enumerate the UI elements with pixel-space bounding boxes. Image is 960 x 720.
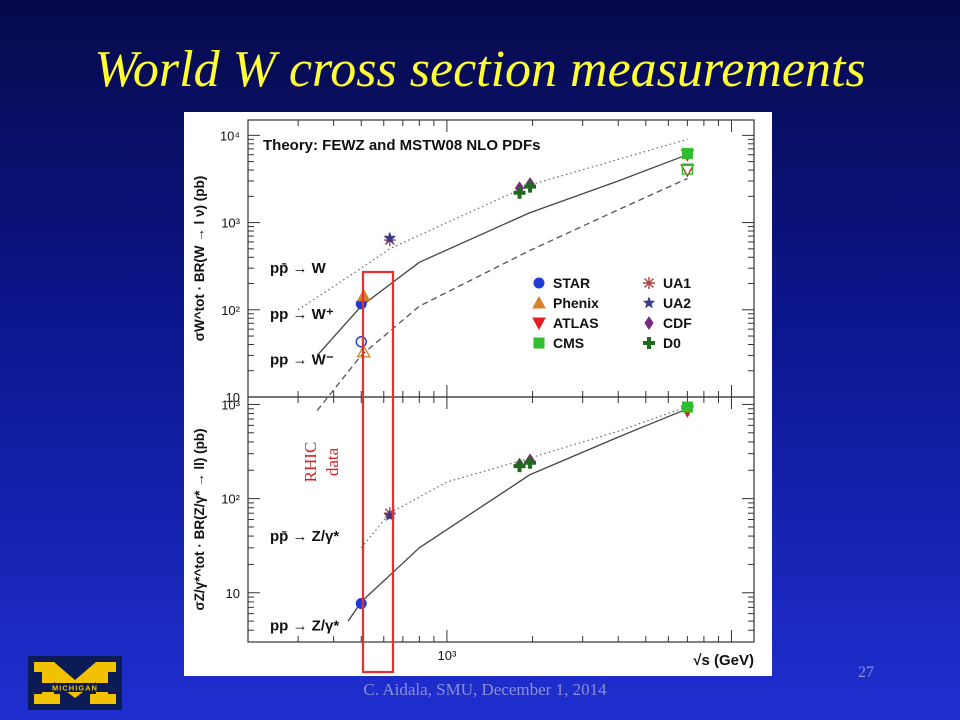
curve-label: pp̄ → Z/γ* <box>270 528 339 545</box>
theory-curve-solid <box>347 408 688 622</box>
y-tick-label: 10 <box>226 586 240 601</box>
rhic-annotation-line: data <box>323 447 342 476</box>
data-markers <box>355 147 695 609</box>
curve-label: pp → W⁺ <box>270 306 334 323</box>
legend-label-phenix: Phenix <box>553 295 599 311</box>
y-tick-label: 10² <box>221 303 240 318</box>
legend-marker-d0 <box>643 337 655 349</box>
legend-marker-ua2 <box>642 296 656 309</box>
y-axis-label: σW^tot · BR(W → l ν) (pb) <box>192 176 207 342</box>
legend-label-atlas: ATLAS <box>553 315 599 331</box>
data-point-cms <box>681 163 694 175</box>
curve-label: pp̄ → W <box>270 260 327 277</box>
data-point-d0 <box>524 180 537 193</box>
plot-frames <box>247 119 755 643</box>
y-tick-label: 10⁴ <box>220 128 240 143</box>
data-point-cms <box>681 147 693 159</box>
legend-marker-phenix <box>532 295 546 309</box>
chart-title: Theory: FEWZ and MSTW08 NLO PDFs <box>263 137 541 154</box>
y-tick-label: 10 <box>226 390 240 405</box>
legend-label-ua1: UA1 <box>663 275 691 291</box>
legend-label-cms: CMS <box>553 335 584 351</box>
legend-label-d0: D0 <box>663 335 681 351</box>
data-point-ua2 <box>383 231 397 244</box>
page-number: 27 <box>858 664 874 681</box>
y-tick-label: 10² <box>221 492 240 507</box>
legend-label-ua2: UA2 <box>663 295 691 311</box>
chart-area: 10 10² 10³ 10⁴ σW^tot · BR(W → l ν) (pb) pp̄ … <box>184 112 772 676</box>
y-axis-label: σZ/γ*^tot · BR(Z/γ* → ll) (pb) <box>192 428 207 610</box>
legend-marker-ua1 <box>643 277 655 289</box>
chart-svg: 10 10² 10³ 10⁴ σW^tot · BR(W → l ν) (pb) pp̄ … <box>192 119 755 674</box>
michigan-logo: MICHIGAN <box>28 656 122 710</box>
data-point-star <box>355 336 367 348</box>
curve-label: pp → W⁻ <box>270 351 334 368</box>
plot-frame-bottom <box>247 396 755 643</box>
y-tick-label: 10³ <box>221 397 240 412</box>
data-point-d0 <box>513 460 526 473</box>
legend-label-cdf: CDF <box>663 315 692 331</box>
legend-marker-cms <box>533 337 545 349</box>
rhic-highlight: RHIC data <box>301 270 395 674</box>
curve-label: pp → Z/γ* <box>270 617 339 634</box>
x-axis-label: √s (GeV) <box>693 652 754 669</box>
chart-text: 10 10² 10³ 10⁴ σW^tot · BR(W → l ν) (pb) pp̄ … <box>192 128 754 669</box>
data-point-star <box>355 597 367 609</box>
data-point-ua2 <box>383 508 397 522</box>
rhic-highlight-box <box>361 270 395 674</box>
data-point-cms <box>681 401 693 413</box>
logo-band <box>38 683 112 692</box>
logo-text: MICHIGAN <box>52 684 98 693</box>
theory-curve-dotted <box>297 138 688 311</box>
legend-marker-atlas <box>532 317 546 331</box>
legend-marker-cdf <box>644 316 654 330</box>
footer-text: C. Aidala, SMU, December 1, 2014 <box>363 680 607 699</box>
theory-curve-solid <box>316 154 688 356</box>
theory-curve-dashed <box>316 177 688 411</box>
rhic-annotation-line: RHIC <box>301 442 320 483</box>
y-tick-label: 10³ <box>221 216 240 231</box>
data-point-d0 <box>513 186 526 199</box>
x-tick-label: 10³ <box>438 648 457 663</box>
data-point-atlas <box>680 164 695 178</box>
theory-curve-dotted <box>360 406 688 549</box>
theory-curves <box>297 138 688 622</box>
data-point-d0 <box>524 456 537 469</box>
slide-title: World W cross section measurements <box>94 41 866 98</box>
legend-label-star: STAR <box>553 275 590 291</box>
legend-marker-star <box>533 277 545 289</box>
